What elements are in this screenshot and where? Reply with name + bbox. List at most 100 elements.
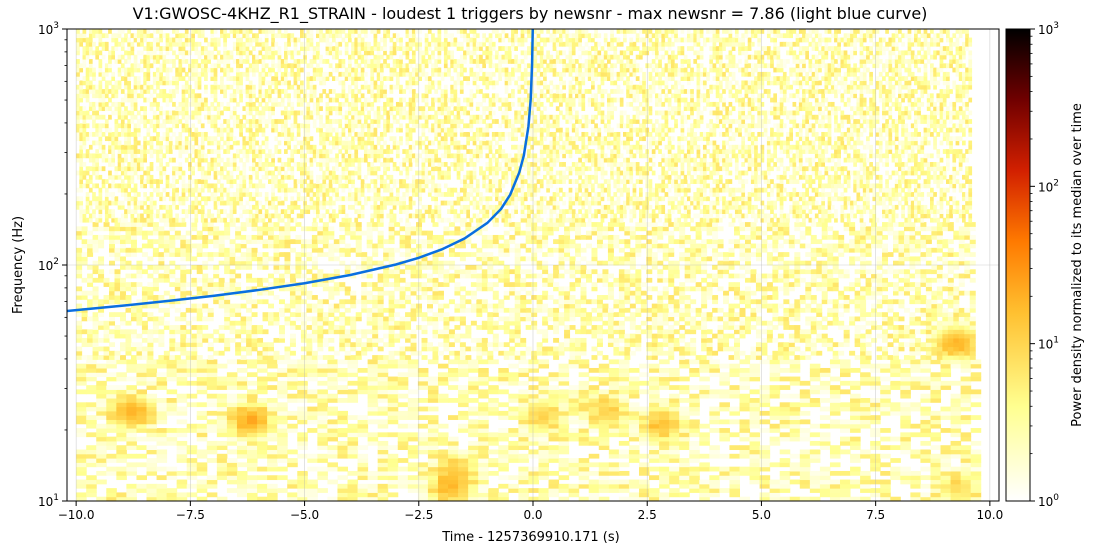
heatmap-cell xyxy=(575,342,582,348)
heatmap-cell xyxy=(598,380,610,386)
heatmap-cell xyxy=(216,419,228,425)
heatmap-cell xyxy=(739,453,751,459)
heatmap-cell xyxy=(893,273,899,279)
heatmap-cell xyxy=(350,260,357,266)
heatmap-cell xyxy=(481,337,488,343)
heatmap-cell xyxy=(659,428,670,433)
heatmap-cell xyxy=(257,363,268,369)
heatmap-cell xyxy=(684,256,691,262)
heatmap-cell xyxy=(914,307,921,313)
heatmap-cell xyxy=(196,483,208,489)
heatmap-cell xyxy=(202,337,209,343)
heatmap-cell xyxy=(528,410,539,416)
heatmap-cell xyxy=(772,303,779,309)
heatmap-cell xyxy=(488,436,499,442)
heatmap-cell xyxy=(690,252,697,257)
heatmap-cell xyxy=(706,273,713,279)
heatmap-cell xyxy=(297,415,308,420)
heatmap-cell xyxy=(478,402,489,408)
heatmap-cell xyxy=(297,432,308,438)
heatmap-cell xyxy=(126,415,137,420)
heatmap-cell xyxy=(146,367,158,373)
heatmap-cell xyxy=(427,415,439,420)
heatmap-cell xyxy=(602,303,609,309)
heatmap-cell xyxy=(103,299,110,305)
heatmap-cell xyxy=(366,243,373,249)
heatmap-cell xyxy=(829,462,841,468)
heatmap-cell xyxy=(646,312,653,317)
heatmap-cell xyxy=(470,320,477,326)
heatmap-cell xyxy=(940,475,952,481)
heatmap-cell xyxy=(468,410,479,416)
heatmap-cell xyxy=(399,316,406,322)
heatmap-cell xyxy=(779,415,791,420)
heatmap-cell xyxy=(668,355,675,360)
heatmap-cell xyxy=(136,376,147,382)
heatmap-cell xyxy=(950,359,962,365)
heatmap-cell xyxy=(427,419,439,425)
heatmap-cell xyxy=(297,398,308,403)
heatmap-cell xyxy=(87,342,94,348)
heatmap-cell xyxy=(964,346,971,352)
heatmap-cell xyxy=(344,252,351,257)
heatmap-cell xyxy=(186,475,198,481)
heatmap-cell xyxy=(810,316,817,322)
heatmap-cell xyxy=(950,440,962,446)
heatmap-cell xyxy=(448,350,455,356)
heatmap-cell xyxy=(372,337,379,343)
heatmap-cell xyxy=(712,316,719,322)
heatmap-cell xyxy=(838,239,845,245)
heatmap-cell xyxy=(940,466,952,472)
heatmap-cell xyxy=(407,453,419,459)
heatmap-cell xyxy=(819,488,831,493)
heatmap-cell xyxy=(950,470,962,476)
heatmap-cell xyxy=(903,355,910,360)
heatmap-cell xyxy=(196,269,203,275)
heatmap-cell xyxy=(832,265,839,270)
heatmap-cell xyxy=(421,355,428,360)
heatmap-cell xyxy=(788,269,795,275)
heatmap-cell xyxy=(488,402,499,408)
heatmap-cell xyxy=(525,269,532,275)
heatmap-cell xyxy=(779,436,791,442)
heatmap-cell xyxy=(267,449,278,455)
heatmap-cell xyxy=(953,346,960,352)
heatmap-cell xyxy=(347,470,359,476)
heatmap-cell xyxy=(247,488,258,493)
heatmap-cell xyxy=(311,295,318,300)
heatmap-cell xyxy=(719,406,730,412)
heatmap-cell xyxy=(236,432,248,438)
heatmap-cell xyxy=(158,307,165,313)
heatmap-cell xyxy=(829,423,841,429)
heatmap-cell xyxy=(397,475,409,481)
heatmap-cell xyxy=(226,380,238,386)
heatmap-cell xyxy=(176,359,188,365)
heatmap-cell xyxy=(910,479,921,485)
heatmap-cell xyxy=(180,312,187,317)
heatmap-cell xyxy=(432,290,439,296)
heatmap-cell xyxy=(508,393,519,399)
heatmap-cell xyxy=(458,423,469,429)
heatmap-cell xyxy=(213,329,220,335)
heatmap-cell xyxy=(176,479,188,485)
heatmap-cell xyxy=(947,295,954,300)
heatmap-cell xyxy=(81,243,88,249)
heatmap-cell xyxy=(538,419,550,425)
heatmap-cell xyxy=(236,492,248,498)
heatmap-cell xyxy=(903,333,910,339)
heatmap-cell xyxy=(729,406,740,412)
heatmap-cell xyxy=(860,273,867,279)
heatmap-cell xyxy=(367,440,379,446)
heatmap-cell xyxy=(247,445,258,451)
heatmap-cell xyxy=(953,325,960,330)
heatmap-cell xyxy=(367,496,379,501)
heatmap-cell xyxy=(890,363,901,369)
heatmap-cell xyxy=(598,496,610,501)
heatmap-cell xyxy=(531,307,538,313)
heatmap-cell xyxy=(267,410,278,416)
heatmap-cell xyxy=(213,282,220,287)
heatmap-cell xyxy=(96,462,107,468)
heatmap-cell xyxy=(278,355,285,360)
heatmap-cell xyxy=(81,290,88,296)
heatmap-cell xyxy=(277,359,288,365)
